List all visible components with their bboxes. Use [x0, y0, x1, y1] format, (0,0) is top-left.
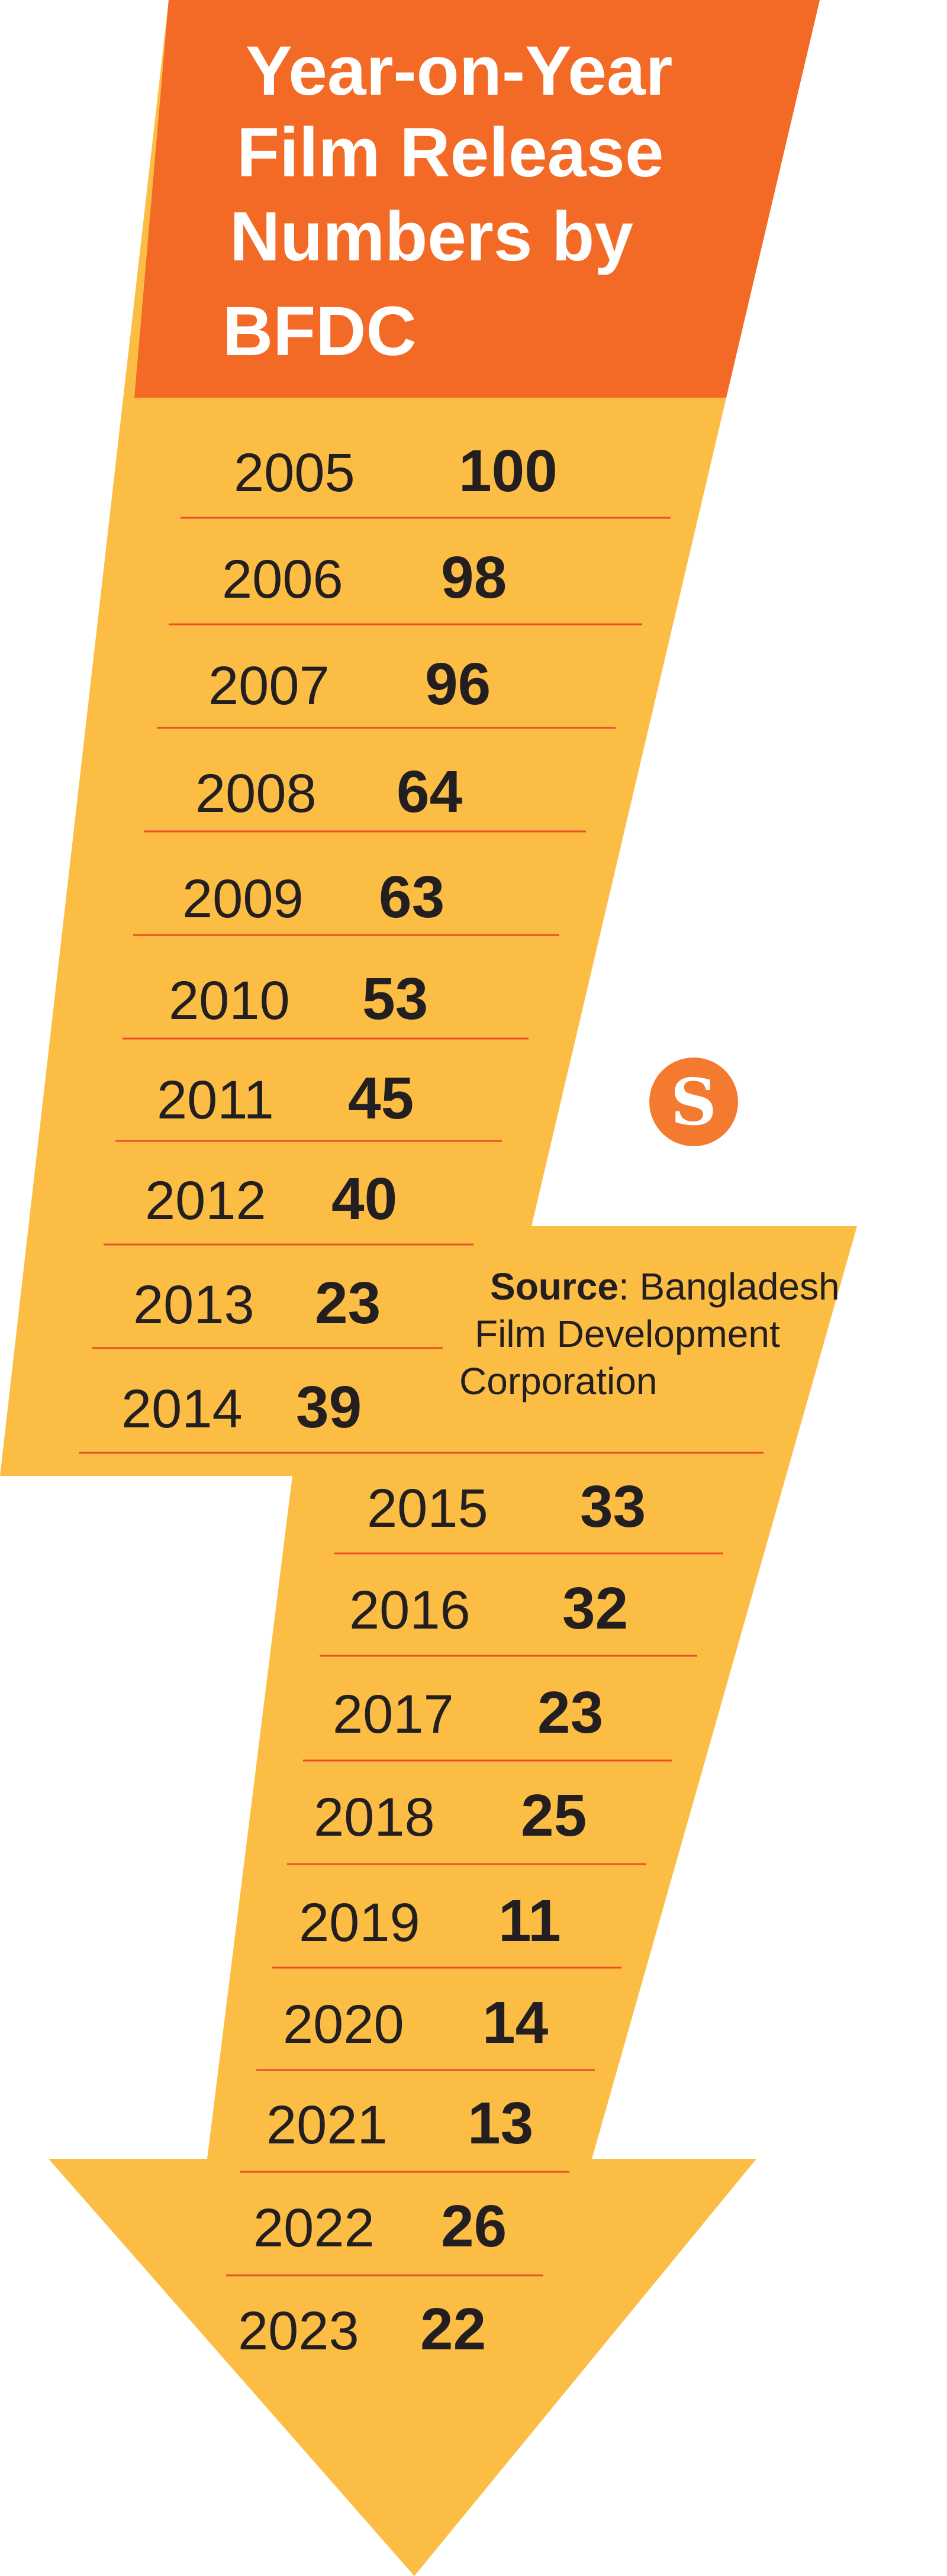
- year-label: 2011: [157, 1070, 274, 1130]
- value-label: 39: [296, 1374, 362, 1440]
- source-line-2: Film Development: [475, 1313, 780, 1355]
- source-line-1: Source: Bangladesh: [490, 1265, 840, 1308]
- data-row-2016: 2016 32: [320, 1575, 697, 1657]
- year-label: 2018: [314, 1787, 435, 1848]
- logo: S: [649, 1058, 738, 1146]
- value-label: 98: [441, 544, 507, 611]
- source-line-3: Corporation: [459, 1360, 657, 1403]
- chart-title: Year-on-Year Film Release Numbers by BFD…: [223, 32, 672, 370]
- data-row-2019: 2019 11: [272, 1888, 621, 1969]
- value-label: 23: [537, 1679, 603, 1746]
- year-label: 2007: [208, 656, 330, 716]
- value-label: 53: [362, 966, 428, 1032]
- data-row-2009: 2009 63: [133, 864, 559, 936]
- data-row-2020: 2020 14: [256, 1990, 595, 2071]
- data-row-2021: 2021 13: [240, 2090, 569, 2173]
- title-line-2: Film Release: [237, 114, 663, 192]
- value-label: 33: [580, 1474, 646, 1540]
- value-label: 22: [420, 2296, 486, 2362]
- year-label: 2006: [222, 549, 343, 610]
- value-label: 32: [562, 1575, 628, 1642]
- value-label: 25: [521, 1782, 587, 1849]
- year-label: 2010: [169, 971, 290, 1031]
- value-label: 14: [482, 1990, 549, 2056]
- data-row-2014: 2014 39: [79, 1374, 764, 1454]
- year-label: 2023: [238, 2301, 359, 2361]
- data-row-2007: 2007 96: [157, 651, 616, 729]
- data-row-2018: 2018 25: [287, 1782, 646, 1865]
- data-row-2023: 2023 22: [238, 2296, 486, 2362]
- year-label: 2016: [349, 1580, 471, 1640]
- title-line-1: Year-on-Year: [246, 32, 672, 110]
- value-label: 40: [331, 1166, 397, 1232]
- data-row-2012: 2012 40: [104, 1166, 474, 1246]
- year-label: 2009: [182, 869, 304, 929]
- year-label: 2008: [195, 763, 317, 824]
- year-label: 2020: [283, 1994, 404, 2055]
- value-label: 11: [498, 1888, 561, 1954]
- data-row-2022: 2022 26: [226, 2193, 543, 2277]
- year-label: 2015: [367, 1478, 488, 1539]
- value-label: 13: [468, 2090, 533, 2156]
- year-label: 2005: [234, 443, 355, 503]
- data-row-2017: 2017 23: [303, 1679, 672, 1762]
- data-row-2005: 2005 100: [181, 438, 671, 519]
- value-label: 45: [348, 1065, 414, 1131]
- source-label: Source: [490, 1265, 619, 1308]
- source-note: Source: Bangladesh Film Development Corp…: [459, 1265, 840, 1403]
- source-text-1: : Bangladesh: [619, 1265, 840, 1308]
- value-label: 23: [315, 1270, 381, 1336]
- data-row-2008: 2008 64: [144, 759, 586, 833]
- year-label: 2017: [333, 1684, 454, 1745]
- year-label: 2021: [266, 2095, 388, 2155]
- logo-letter: S: [671, 1065, 717, 1140]
- year-label: 2013: [133, 1275, 255, 1335]
- title-line-4: BFDC: [223, 292, 417, 370]
- title-band: [134, 0, 820, 398]
- value-label: 100: [459, 438, 558, 504]
- data-row-2006: 2006 98: [169, 544, 642, 626]
- year-label: 2014: [121, 1379, 243, 1439]
- data-row-2013: 2013 23: [92, 1270, 443, 1349]
- year-label: 2019: [299, 1892, 420, 1953]
- value-label: 64: [397, 759, 463, 825]
- logo-circle: [649, 1058, 738, 1146]
- data-row-2011: 2011 45: [115, 1065, 502, 1142]
- year-label: 2022: [253, 2198, 375, 2258]
- value-label: 26: [441, 2193, 507, 2259]
- year-label: 2012: [145, 1171, 266, 1231]
- data-row-2015: 2015 33: [334, 1474, 723, 1555]
- title-line-3: Numbers by: [230, 198, 633, 276]
- data-row-2010: 2010 53: [123, 966, 529, 1040]
- value-label: 96: [425, 651, 491, 717]
- value-label: 63: [379, 864, 444, 930]
- arrow-shape: [0, 0, 857, 2576]
